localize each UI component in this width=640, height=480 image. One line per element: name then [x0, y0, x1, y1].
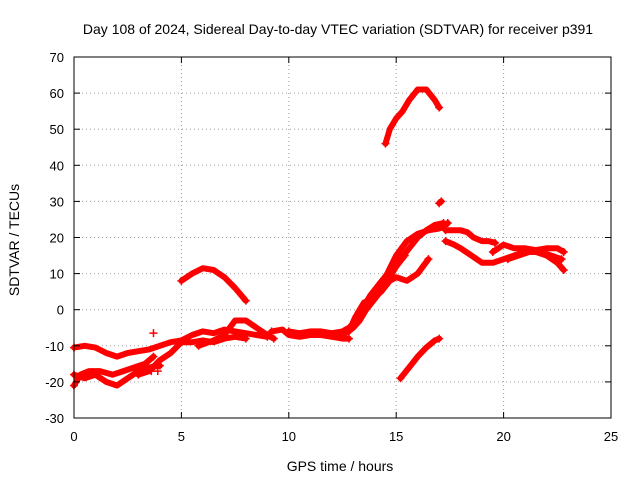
series-marker — [194, 341, 203, 350]
series-marker — [400, 251, 409, 260]
series-marker — [437, 197, 446, 206]
y-tick-label: -10 — [45, 339, 64, 354]
series-marker — [443, 219, 452, 228]
y-tick-label: 0 — [57, 303, 64, 318]
series-marker — [338, 330, 347, 339]
series-marker — [359, 302, 368, 311]
series-track-8 — [285, 324, 352, 337]
series-marker — [134, 370, 143, 379]
series-marker — [149, 352, 158, 361]
y-tick-label: 30 — [50, 194, 64, 209]
series-marker — [381, 139, 390, 148]
series-marker — [269, 334, 278, 343]
series-marker — [267, 327, 276, 336]
series-track-7 — [268, 326, 352, 342]
series-track-2 — [71, 353, 157, 389]
series-track-4 — [135, 333, 249, 378]
series-marker — [491, 238, 500, 247]
x-tick-label: 5 — [178, 429, 185, 444]
series-marker — [424, 255, 433, 264]
series-marker — [488, 247, 497, 256]
series-marker — [396, 374, 405, 383]
x-axis-label: GPS time / hours — [287, 458, 394, 474]
chart-title: Day 108 of 2024, Sidereal Day-to-day VTE… — [83, 21, 593, 37]
x-tick-label: 20 — [496, 429, 510, 444]
data-points — [70, 86, 568, 390]
isolated-point — [153, 367, 162, 376]
series-track-12 — [361, 220, 451, 310]
series-track-19 — [504, 248, 565, 263]
series-track-6 — [178, 265, 249, 304]
x-axis-ticks: 0 5 10 15 20 25 — [70, 57, 618, 444]
series-track-11 — [348, 256, 432, 331]
series-track-1 — [71, 326, 271, 360]
y-tick-label: -20 — [45, 375, 64, 390]
x-tick-label: 15 — [389, 429, 403, 444]
series-marker — [557, 255, 566, 264]
series-track-14 — [397, 335, 443, 382]
series-track-13 — [382, 86, 443, 147]
series-marker — [347, 323, 356, 332]
series-marker — [241, 334, 250, 343]
y-tick-label: -30 — [45, 411, 64, 426]
series-marker — [441, 226, 450, 235]
isolated-point — [149, 329, 158, 338]
x-tick-label: 0 — [70, 429, 77, 444]
series-track-3 — [71, 362, 163, 389]
y-tick-label: 70 — [50, 50, 64, 65]
y-tick-label: 10 — [50, 267, 64, 282]
series-marker — [559, 265, 568, 274]
y-tick-label: 50 — [50, 122, 64, 137]
series-marker — [284, 327, 293, 336]
series-marker — [344, 334, 353, 343]
y-tick-label: 40 — [50, 158, 64, 173]
series-marker — [435, 103, 444, 112]
series-marker — [177, 276, 186, 285]
y-axis-ticks: -30 -20 -10 0 10 20 30 40 50 60 70 — [45, 50, 611, 426]
x-tick-label: 25 — [604, 429, 618, 444]
y-tick-label: 20 — [50, 231, 64, 246]
series-marker — [441, 237, 450, 246]
y-axis-label: SDTVAR / TECUs — [6, 184, 22, 296]
series-marker — [435, 334, 444, 343]
series-track-16 — [442, 227, 498, 246]
y-tick-label: 60 — [50, 86, 64, 101]
x-tick-label: 10 — [282, 429, 296, 444]
series-track-5 — [195, 317, 277, 349]
series-marker — [559, 247, 568, 256]
series-marker — [241, 296, 250, 305]
series-marker — [503, 255, 512, 264]
